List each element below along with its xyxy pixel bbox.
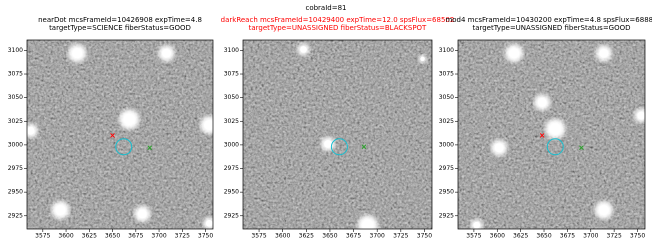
- x-tick-label: 3625: [299, 233, 314, 240]
- y-tick-label: 3075: [224, 71, 239, 78]
- y-tick-label: 2975: [224, 165, 239, 172]
- star: [138, 209, 147, 218]
- y-tick-label: 3000: [439, 141, 454, 148]
- star: [599, 205, 609, 215]
- y-tick-label: 3000: [8, 141, 23, 148]
- x-tick-label: 3625: [513, 233, 528, 240]
- panel: mod4 mcsFrameId=10430200 expTime=4.8 sps…: [439, 16, 652, 240]
- y-tick-label: 3025: [224, 118, 239, 125]
- y-tick-label: 3050: [8, 94, 23, 101]
- x-tick-label: 3600: [58, 233, 73, 240]
- panel: nearDot mcsFrameId=10426908 expTime=4.8t…: [8, 16, 219, 240]
- star: [637, 112, 645, 120]
- y-tick-label: 3050: [439, 94, 454, 101]
- panel-title: mod4 mcsFrameId=10430200 expTime=4.8 sps…: [445, 16, 652, 24]
- figure-title: cobraId=81: [305, 4, 346, 12]
- x-tick-label: 3600: [490, 233, 505, 240]
- x-tick-label: 3625: [82, 233, 97, 240]
- x-tick-label: 3725: [607, 233, 622, 240]
- x-tick-label: 3675: [560, 233, 575, 240]
- figure: cobraId=81 nearDot mcsFrameId=10426908 e…: [0, 0, 652, 240]
- x-tick-label: 3575: [251, 233, 266, 240]
- star: [72, 48, 82, 58]
- noise-image: [27, 40, 213, 229]
- star: [27, 127, 35, 135]
- image: [243, 40, 432, 235]
- image: [458, 40, 648, 231]
- x-tick-label: 3575: [35, 233, 50, 240]
- x-tick-label: 3650: [322, 233, 337, 240]
- x-tick-label: 3725: [175, 233, 190, 240]
- x-tick-label: 3700: [583, 233, 598, 240]
- y-tick-label: 3025: [439, 118, 454, 125]
- y-tick-label: 2925: [224, 212, 239, 219]
- x-tick-label: 3675: [346, 233, 361, 240]
- y-tick-label: 3050: [224, 94, 239, 101]
- y-tick-label: 3075: [8, 71, 23, 78]
- panel: darkReach mcsFrameId=10429400 expTime=12…: [221, 16, 455, 240]
- star: [550, 123, 561, 134]
- y-tick-label: 2950: [439, 189, 454, 196]
- y-tick-label: 2950: [224, 189, 239, 196]
- x-tick-label: 3675: [128, 233, 143, 240]
- y-tick-label: 3100: [224, 47, 239, 54]
- panel-title: targetType=UNASSIGNED fiberStatus=GOOD: [472, 24, 630, 32]
- panel-title: targetType=UNASSIGNED fiberStatus=BLACKS…: [249, 24, 427, 32]
- y-tick-label: 2975: [8, 165, 23, 172]
- y-tick-label: 2950: [8, 189, 23, 196]
- star: [420, 57, 424, 61]
- star: [599, 49, 608, 58]
- star: [495, 143, 504, 152]
- y-tick-label: 3000: [224, 141, 239, 148]
- noise-image: [243, 40, 432, 229]
- x-tick-label: 3750: [417, 233, 432, 240]
- panel-title: nearDot mcsFrameId=10426908 expTime=4.8: [38, 16, 202, 24]
- star: [473, 222, 480, 229]
- x-tick-label: 3750: [630, 233, 645, 240]
- y-tick-label: 2975: [439, 165, 454, 172]
- y-tick-label: 3075: [439, 71, 454, 78]
- panel-title: darkReach mcsFrameId=10429400 expTime=12…: [221, 16, 455, 24]
- x-tick-label: 3700: [370, 233, 385, 240]
- star: [56, 205, 66, 215]
- x-tick-label: 3575: [466, 233, 481, 240]
- y-tick-label: 3100: [8, 47, 23, 54]
- star: [324, 140, 332, 148]
- star: [124, 114, 135, 125]
- y-tick-label: 2925: [439, 212, 454, 219]
- x-tick-label: 3600: [275, 233, 290, 240]
- x-tick-label: 3650: [105, 233, 120, 240]
- y-tick-label: 2925: [8, 212, 23, 219]
- star: [300, 46, 307, 53]
- x-tick-label: 3750: [198, 233, 213, 240]
- x-tick-label: 3650: [536, 233, 551, 240]
- x-tick-label: 3700: [151, 233, 166, 240]
- y-tick-label: 3100: [439, 47, 454, 54]
- image: [24, 40, 219, 229]
- star: [509, 48, 519, 58]
- star: [162, 49, 171, 58]
- x-tick-label: 3725: [393, 233, 408, 240]
- y-tick-label: 3025: [8, 118, 23, 125]
- star: [538, 98, 547, 107]
- panel-title: targetType=SCIENCE fiberStatus=GOOD: [49, 24, 191, 32]
- star: [206, 220, 213, 227]
